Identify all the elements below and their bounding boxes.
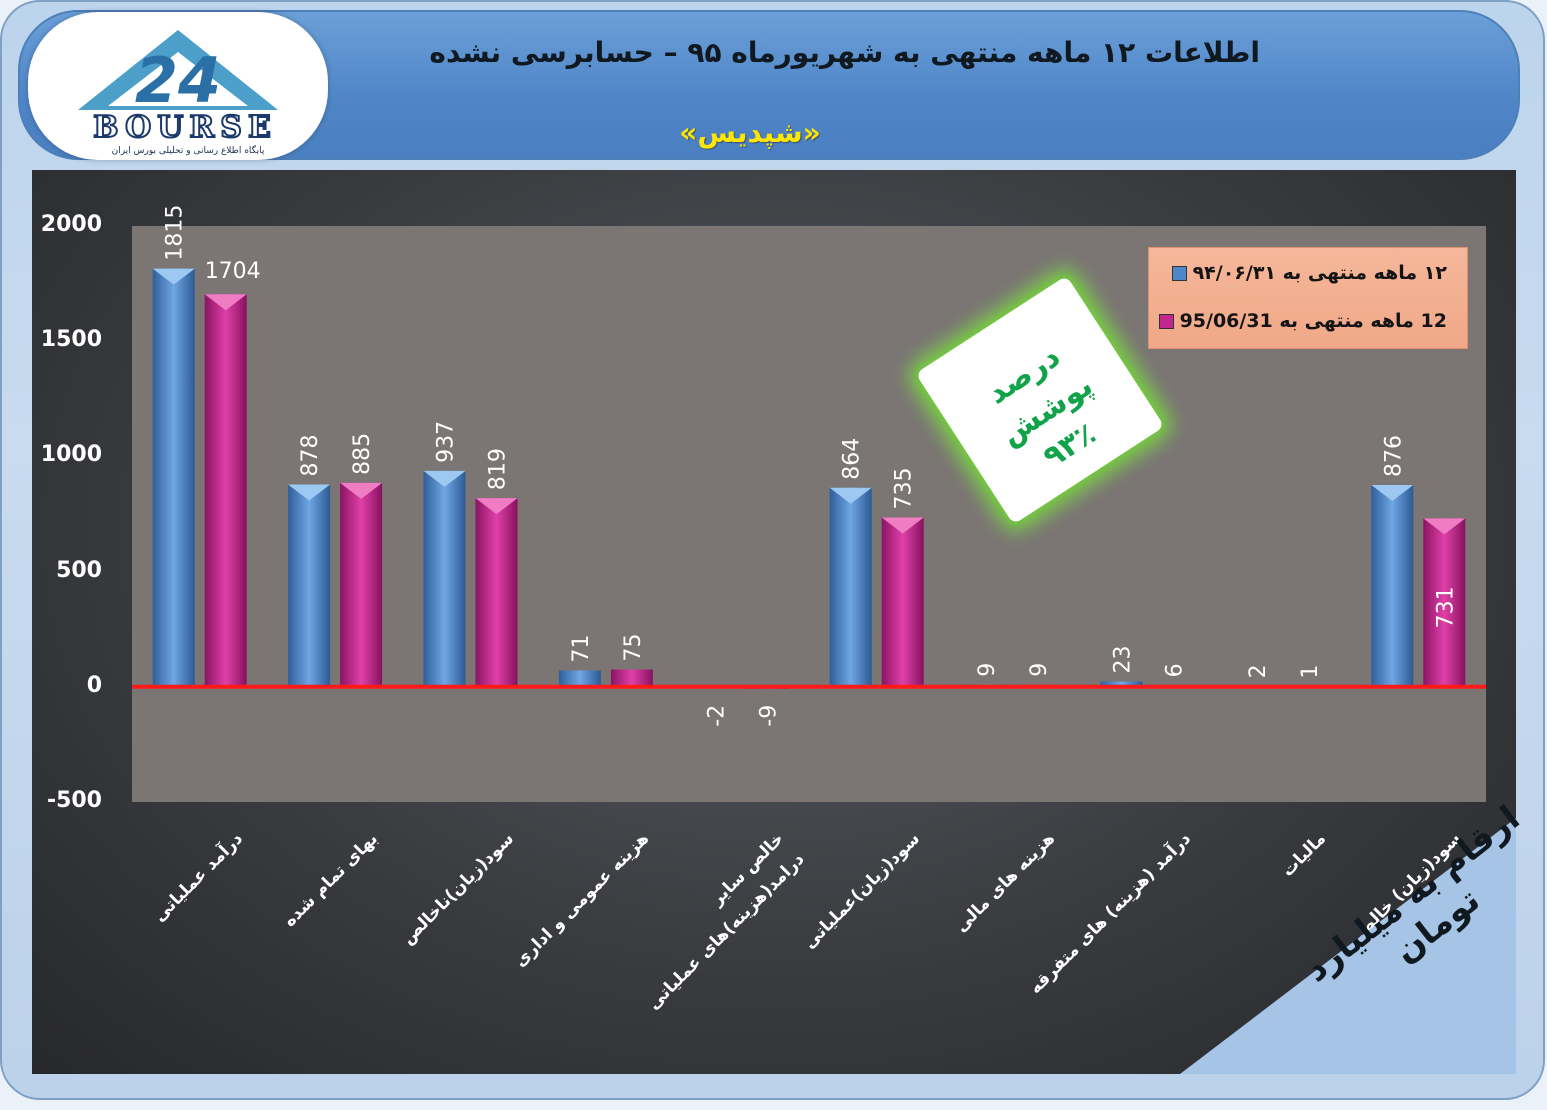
y-tick-label: 0 — [86, 672, 102, 698]
bar-series-2 — [340, 482, 383, 687]
y-tick-label: 1500 — [40, 327, 102, 353]
data-label: 731 — [1433, 586, 1458, 628]
bar-series-1 — [829, 487, 872, 687]
bar-cap — [829, 487, 872, 504]
bar-cap — [288, 484, 331, 501]
data-label: -9 — [756, 705, 781, 727]
data-label: 878 — [298, 435, 323, 477]
bar-series-2 — [1423, 518, 1466, 687]
bar-cap — [881, 517, 924, 534]
data-label: 937 — [434, 421, 459, 463]
bar-cap — [1423, 518, 1466, 535]
data-label: 75 — [621, 634, 646, 662]
data-label: 735 — [892, 467, 917, 509]
legend-label-series-1: ۱۲ ماهه منتهی به ۹۴/۰۶/۳۱ — [1192, 262, 1447, 284]
data-label: 1 — [1298, 665, 1323, 679]
bar-cap — [340, 482, 383, 499]
bar-cap — [152, 268, 195, 285]
data-label: 1704 — [205, 259, 261, 284]
legend-swatch-series-2 — [1158, 314, 1174, 329]
bar-series-2 — [204, 294, 247, 687]
bar-series-1 — [288, 484, 331, 687]
company-name: «شپدیس» — [679, 116, 821, 149]
legend: ۱۲ ماهه منتهی به ۹۴/۰۶/۳۱ 12 ماهه منتهی … — [1148, 247, 1468, 349]
logo-mark-icon: 24 — [78, 30, 278, 117]
bar-cap — [204, 294, 247, 311]
bar-cap — [475, 498, 518, 515]
page-title: اطلاعات ۱۲ ماهه منتهی به شهریورماه ۹۵ – … — [429, 36, 1260, 69]
legend-item-series-2: 12 ماهه منتهی به 95/06/31 — [1158, 310, 1447, 332]
y-tick-label: 1000 — [40, 442, 102, 468]
logo-wordmark: BOURSE — [92, 109, 277, 146]
data-label: 819 — [486, 448, 511, 490]
bar-series-1 — [152, 268, 195, 687]
bar-series-1 — [558, 670, 601, 687]
legend-label-series-2: 12 ماهه منتهی به 95/06/31 — [1179, 310, 1447, 332]
corner-ribbon — [1180, 818, 1516, 1074]
y-tick-label: -500 — [46, 788, 102, 813]
data-label: 9 — [1027, 663, 1052, 677]
data-label: 1815 — [163, 205, 188, 261]
bar-series-1 — [423, 470, 466, 687]
data-label: 23 — [1111, 646, 1136, 674]
data-label: 9 — [975, 663, 1000, 677]
bar-series-2 — [475, 498, 518, 687]
bar-series-1 — [1100, 681, 1143, 687]
logo: 24 BOURSE پایگاه اطلاع رسانی و تحلیلی بو… — [28, 12, 328, 160]
corner-ribbon-shape — [1180, 818, 1516, 1074]
bar-series-1 — [1371, 484, 1414, 687]
logo-caption: پایگاه اطلاع رسانی و تحلیلی بورس ایران — [111, 146, 265, 156]
data-label: 6 — [1163, 663, 1188, 677]
y-tick-label: 500 — [56, 557, 102, 583]
data-label: 885 — [350, 433, 375, 475]
logo-digits: 24 — [135, 44, 221, 117]
data-label: 71 — [569, 634, 594, 662]
data-label: 864 — [840, 438, 865, 480]
bar-series-2 — [610, 669, 653, 687]
legend-item-series-1: ۱۲ ماهه منتهی به ۹۴/۰۶/۳۱ — [1171, 262, 1447, 284]
data-label: -2 — [704, 705, 729, 727]
y-tick-label: 2000 — [40, 212, 102, 237]
bar-series-2 — [881, 517, 924, 687]
bar-cap — [1371, 484, 1414, 501]
data-label: 2 — [1246, 664, 1271, 678]
data-label: 876 — [1381, 435, 1406, 477]
legend-swatch-series-1 — [1171, 266, 1187, 281]
bar-cap — [423, 470, 466, 487]
